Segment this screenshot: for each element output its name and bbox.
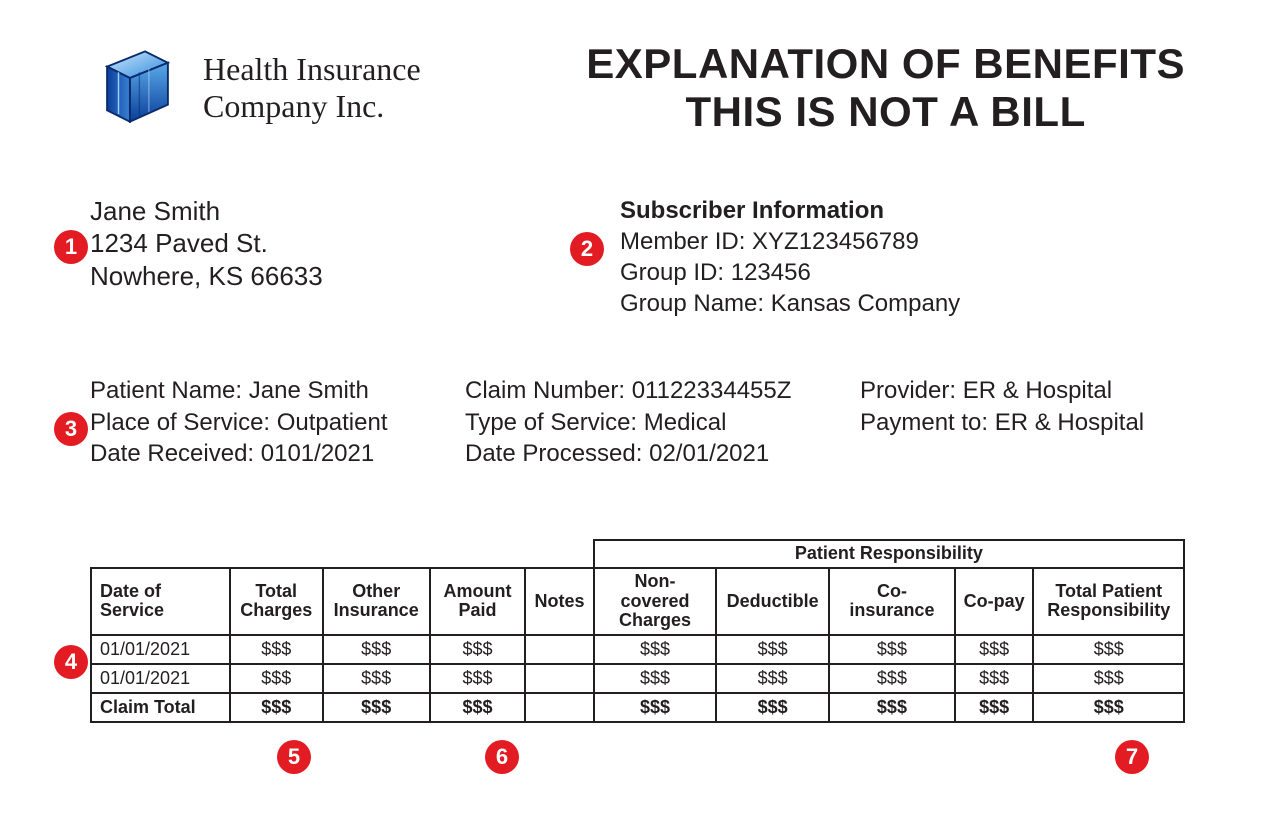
col-other-insurance: Other Insurance xyxy=(323,568,430,635)
header-row: Health Insurance Company Inc. EXPLANATIO… xyxy=(90,40,1185,137)
patient-responsibility-header: Patient Responsibility xyxy=(594,540,1184,568)
place-of-service: Place of Service: Outpatient xyxy=(90,407,465,438)
eob-document: Health Insurance Company Inc. EXPLANATIO… xyxy=(0,0,1275,825)
claim-number: Claim Number: 01122334455Z xyxy=(465,375,860,406)
recipient-street: 1234 Paved St. xyxy=(90,227,620,260)
col-noncovered: Non-covered Charges xyxy=(594,568,717,635)
provider: Provider: ER & Hospital xyxy=(860,375,1185,406)
type-of-service: Type of Service: Medical xyxy=(465,407,860,438)
recipient-name: Jane Smith xyxy=(90,195,620,228)
recipient-block: Jane Smith 1234 Paved St. Nowhere, KS 66… xyxy=(90,195,620,320)
company-name: Health Insurance Company Inc. xyxy=(203,51,421,125)
group-name-line: Group Name: Kansas Company xyxy=(620,288,1185,319)
col-amount-paid: Amount Paid xyxy=(430,568,525,635)
info-row: Jane Smith 1234 Paved St. Nowhere, KS 66… xyxy=(90,195,1185,320)
subscriber-block: Subscriber Information Member ID: XYZ123… xyxy=(620,195,1185,320)
col-total-charges: Total Charges xyxy=(230,568,323,635)
group-id-line: Group ID: 123456 xyxy=(620,257,1185,288)
patient-name: Patient Name: Jane Smith xyxy=(90,375,465,406)
col-total-responsibility: Total Patient Responsibility xyxy=(1033,568,1184,635)
table-row: 01/01/2021$$$$$$$$$$$$$$$$$$$$$$$$ xyxy=(91,664,1184,693)
member-id-line: Member ID: XYZ123456789 xyxy=(620,226,1185,257)
col-deductible: Deductible xyxy=(716,568,829,635)
date-received: Date Received: 0101/2021 xyxy=(90,438,465,469)
claim-total-row: Claim Total$$$$$$$$$$$$$$$$$$$$$$$$ xyxy=(91,693,1184,722)
title-line2: THIS IS NOT A BILL xyxy=(586,88,1185,136)
date-processed: Date Processed: 02/01/2021 xyxy=(465,438,860,469)
claims-table: Patient Responsibility Date of Service T… xyxy=(90,539,1185,723)
col-notes: Notes xyxy=(525,568,593,635)
callout-6: 6 xyxy=(485,740,519,774)
claims-table-wrap: Patient Responsibility Date of Service T… xyxy=(90,539,1185,723)
claim-col-1: Patient Name: Jane Smith Place of Servic… xyxy=(90,375,465,469)
callout-2: 2 xyxy=(570,232,604,266)
company-name-line1: Health Insurance xyxy=(203,51,421,88)
claim-detail-row: Patient Name: Jane Smith Place of Servic… xyxy=(90,375,1185,469)
recipient-city: Nowhere, KS 66633 xyxy=(90,260,620,293)
title-line1: EXPLANATION OF BENEFITS xyxy=(586,40,1185,88)
company-name-line2: Company Inc. xyxy=(203,88,421,125)
logo-block: Health Insurance Company Inc. xyxy=(90,40,421,135)
table-row: 01/01/2021$$$$$$$$$$$$$$$$$$$$$$$$ xyxy=(91,635,1184,664)
payment-to: Payment to: ER & Hospital xyxy=(860,407,1185,438)
subscriber-heading: Subscriber Information xyxy=(620,195,1185,226)
callout-7: 7 xyxy=(1115,740,1149,774)
callout-5: 5 xyxy=(277,740,311,774)
document-title: EXPLANATION OF BENEFITS THIS IS NOT A BI… xyxy=(586,40,1185,137)
cube-logo-icon xyxy=(90,40,185,135)
claim-col-3: Provider: ER & Hospital Payment to: ER &… xyxy=(860,375,1185,469)
callout-3: 3 xyxy=(54,412,88,446)
callout-1: 1 xyxy=(54,230,88,264)
col-copay: Co-pay xyxy=(955,568,1034,635)
col-coinsurance: Co-insurance xyxy=(829,568,955,635)
col-date: Date of Service xyxy=(91,568,230,635)
callout-4: 4 xyxy=(54,645,88,679)
claim-col-2: Claim Number: 01122334455Z Type of Servi… xyxy=(465,375,860,469)
